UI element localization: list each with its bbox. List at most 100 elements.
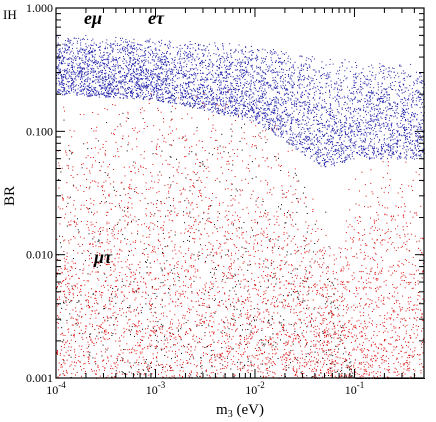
- scatter-point: [421, 80, 423, 82]
- scatter-point: [361, 94, 363, 96]
- scatter-point: [155, 52, 157, 54]
- scatter-point: [84, 55, 86, 57]
- scatter-point: [297, 98, 299, 100]
- scatter-point: [200, 93, 201, 95]
- scatter-point: [78, 51, 80, 53]
- scatter-point: [155, 347, 157, 349]
- scatter-point: [309, 127, 311, 129]
- scatter-point: [303, 78, 305, 80]
- scatter-point: [285, 88, 287, 90]
- scatter-point: [73, 71, 75, 72]
- scatter-point: [409, 93, 411, 95]
- scatter-point: [314, 243, 316, 244]
- scatter-point: [389, 70, 391, 72]
- scatter-point: [261, 118, 263, 120]
- scatter-point: [104, 273, 106, 275]
- scatter-point: [143, 63, 144, 65]
- scatter-point: [329, 138, 331, 140]
- scatter-point: [188, 202, 190, 204]
- scatter-point: [139, 66, 141, 68]
- scatter-point: [131, 47, 133, 49]
- scatter-point: [233, 115, 234, 117]
- scatter-point: [127, 208, 129, 209]
- scatter-point: [65, 70, 67, 72]
- scatter-point: [308, 286, 310, 288]
- scatter-point: [113, 74, 115, 76]
- scatter-point: [254, 104, 255, 106]
- scatter-point: [204, 260, 206, 262]
- scatter-point: [66, 319, 68, 321]
- scatter-point: [178, 329, 180, 331]
- scatter-point: [80, 69, 82, 71]
- scatter-point: [81, 59, 83, 61]
- scatter-point: [223, 151, 225, 153]
- scatter-point: [261, 342, 263, 344]
- scatter-point: [78, 76, 80, 78]
- scatter-point: [282, 81, 284, 83]
- scatter-point: [357, 99, 359, 101]
- scatter-point: [331, 337, 333, 339]
- scatter-point: [184, 60, 186, 62]
- scatter-point: [421, 103, 423, 105]
- scatter-point: [330, 141, 332, 143]
- scatter-point: [329, 124, 331, 126]
- scatter-point: [267, 109, 269, 111]
- scatter-point: [61, 327, 63, 329]
- scatter-point: [139, 65, 141, 67]
- scatter-point: [396, 93, 398, 95]
- scatter-point: [372, 147, 374, 149]
- scatter-point: [328, 126, 330, 128]
- scatter-point: [140, 69, 142, 71]
- scatter-point: [305, 63, 307, 65]
- scatter-point: [271, 315, 273, 317]
- scatter-point: [81, 71, 83, 73]
- scatter-point: [299, 143, 301, 145]
- scatter-point: [284, 113, 286, 115]
- scatter-point: [237, 103, 239, 104]
- scatter-point: [244, 61, 246, 63]
- scatter-point: [166, 93, 168, 95]
- scatter-point: [356, 65, 358, 66]
- scatter-point: [145, 86, 147, 87]
- scatter-point: [270, 103, 272, 105]
- scatter-point: [373, 152, 375, 154]
- scatter-point: [312, 97, 314, 99]
- scatter-point: [401, 115, 403, 117]
- scatter-point: [320, 372, 322, 374]
- scatter-point: [396, 140, 398, 142]
- scatter-point: [262, 91, 264, 93]
- scatter-point: [65, 75, 67, 77]
- scatter-point: [382, 77, 384, 79]
- scatter-point: [241, 98, 243, 100]
- scatter-point: [289, 76, 291, 78]
- scatter-point: [302, 69, 304, 71]
- scatter-point: [151, 97, 153, 99]
- scatter-point: [59, 51, 61, 53]
- scatter-point: [182, 76, 184, 78]
- scatter-point: [405, 130, 406, 132]
- scatter-point: [416, 158, 418, 159]
- scatter-point: [145, 262, 147, 263]
- scatter-point: [296, 148, 298, 150]
- scatter-point: [79, 72, 81, 74]
- scatter-point: [219, 64, 221, 66]
- scatter-point: [64, 62, 66, 64]
- scatter-point: [402, 112, 404, 114]
- scatter-point: [63, 74, 64, 76]
- scatter-point: [413, 115, 415, 117]
- scatter-point: [380, 126, 382, 128]
- scatter-point: [197, 53, 199, 55]
- scatter-point: [105, 46, 107, 48]
- scatter-point: [219, 357, 221, 359]
- scatter-point: [187, 82, 189, 84]
- scatter-point: [210, 78, 211, 80]
- scatter-point: [278, 102, 280, 104]
- scatter-point: [240, 310, 241, 312]
- scatter-point: [325, 103, 327, 104]
- scatter-point: [396, 152, 397, 154]
- scatter-point: [299, 74, 301, 75]
- scatter-point: [208, 72, 210, 74]
- scatter-point: [294, 133, 296, 135]
- scatter-point: [362, 82, 364, 84]
- scatter-point: [150, 96, 152, 97]
